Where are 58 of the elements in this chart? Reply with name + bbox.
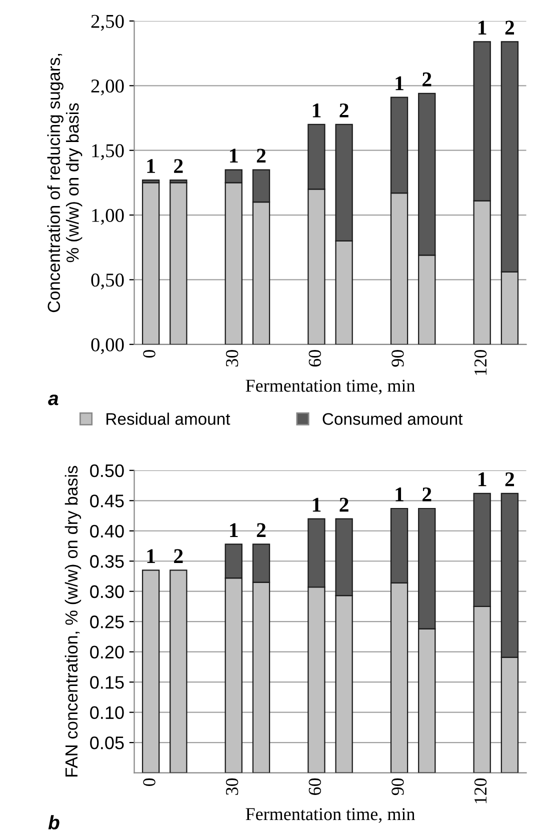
y-tick-label: 2,50 [91,14,124,31]
legend-label: Residual amount [106,412,230,425]
x-tick-label: 30 [226,778,238,795]
y-tick-label: 0.40 [90,524,124,538]
text: b [48,815,60,830]
annotation: 2 [174,159,183,173]
y-tick-label: 0.45 [90,494,124,508]
annotation: 2 [256,523,266,537]
annotation: 2 [505,472,514,486]
annotation: 2 [422,72,432,86]
x-tick-label: 0 [143,778,156,786]
x-tick-label: 0 [143,350,156,358]
x-tick-label: 120 [474,778,487,804]
y-tick-label: 1,00 [92,208,124,225]
y-tick-label: 1,50 [92,144,124,160]
y-axis-title: Concentration of reducing sugars, % (w/w) on dry basis [47,54,82,312]
y-tick-label: 0,00 [91,338,124,354]
x-tick-label: 90 [392,778,404,796]
annotation: 2 [505,20,514,34]
y-tick-label: 0.10 [90,706,124,720]
x-tick-label: 30 [226,350,238,366]
x-tick-label: 90 [392,350,404,367]
annotation: 1 [312,498,321,512]
annotation: 1 [312,104,321,118]
x-axis-title: Fermentation time, min [246,380,415,394]
annotation: 1 [478,20,486,34]
y-tick-label: 0.20 [90,646,124,659]
y-tick-label: 0,50 [91,274,124,290]
y-tick-label: 0.25 [90,616,124,628]
annotation: 1 [478,472,486,486]
annotation: 1 [147,549,155,563]
y-tick-label: 0.15 [90,676,124,689]
text: a [48,394,58,406]
annotation: 1 [230,523,238,537]
bar [170,182,188,344]
annotation: 1 [396,488,404,502]
bar [170,570,188,773]
bar [142,182,160,344]
annotation: 2 [340,498,348,512]
y-tick-label: 2,00 [91,79,124,96]
x-axis-title: Fermentation time, min [246,808,415,823]
y-tick-label: 0.35 [90,555,124,568]
bar [142,570,160,773]
x-tick-label: 60 [308,350,321,367]
y-tick-label: 0.05 [90,736,124,750]
y-tick-label: 0.50 [90,464,124,478]
x-tick-label: 120 [474,350,487,375]
annotation: 1 [396,76,404,90]
x-tick-label: 60 [308,778,321,795]
annotation: 2 [256,148,266,163]
y-axis-title: FAN concentration, % (w/w) on dry basis [64,466,82,776]
annotation: 1 [230,148,238,163]
annotation: 2 [174,549,183,563]
annotation: 1 [147,159,155,173]
legend-label: Consumed amount [322,412,463,425]
annotation: 2 [422,487,432,502]
annotation: 2 [340,103,348,118]
y-tick-label: 0.30 [90,585,124,598]
